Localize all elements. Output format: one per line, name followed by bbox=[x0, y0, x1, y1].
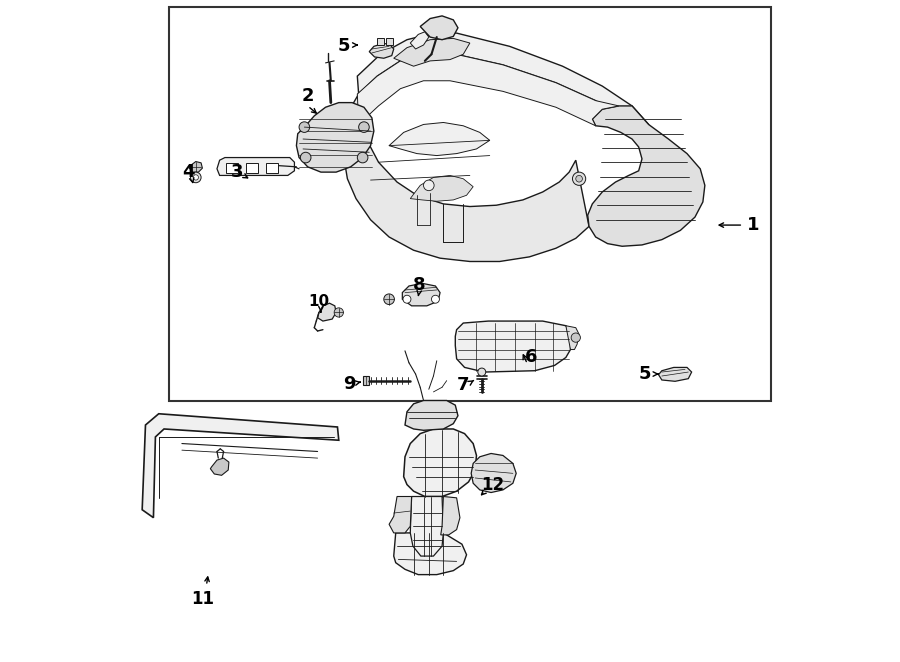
Polygon shape bbox=[217, 158, 294, 175]
Polygon shape bbox=[410, 32, 428, 49]
Polygon shape bbox=[318, 303, 336, 321]
Polygon shape bbox=[472, 453, 517, 493]
Circle shape bbox=[383, 294, 394, 305]
Text: 5: 5 bbox=[338, 37, 350, 56]
Circle shape bbox=[572, 172, 586, 185]
Bar bbox=[377, 38, 383, 45]
Polygon shape bbox=[455, 321, 571, 372]
Text: 10: 10 bbox=[309, 294, 329, 308]
Bar bbox=[363, 376, 369, 385]
Polygon shape bbox=[566, 326, 579, 350]
Polygon shape bbox=[296, 103, 374, 172]
Polygon shape bbox=[410, 175, 473, 201]
Circle shape bbox=[572, 333, 580, 342]
Polygon shape bbox=[211, 458, 229, 475]
Text: 7: 7 bbox=[457, 376, 470, 395]
Polygon shape bbox=[393, 38, 470, 66]
Polygon shape bbox=[393, 533, 466, 575]
Polygon shape bbox=[369, 44, 393, 58]
Circle shape bbox=[431, 295, 439, 303]
Text: 6: 6 bbox=[525, 348, 537, 367]
Text: 8: 8 bbox=[412, 275, 425, 294]
Circle shape bbox=[301, 152, 311, 163]
Polygon shape bbox=[404, 429, 476, 496]
Circle shape bbox=[478, 368, 486, 376]
Bar bbox=[266, 163, 278, 173]
Polygon shape bbox=[659, 367, 691, 381]
Polygon shape bbox=[405, 401, 458, 430]
Polygon shape bbox=[389, 496, 411, 533]
Circle shape bbox=[334, 308, 344, 317]
Text: 3: 3 bbox=[230, 163, 243, 181]
Polygon shape bbox=[142, 414, 338, 518]
Bar bbox=[226, 163, 239, 173]
Text: 9: 9 bbox=[343, 375, 356, 393]
Polygon shape bbox=[402, 283, 440, 306]
Polygon shape bbox=[189, 162, 202, 172]
Circle shape bbox=[576, 175, 582, 182]
Polygon shape bbox=[344, 94, 589, 261]
Text: 5: 5 bbox=[639, 365, 652, 383]
Polygon shape bbox=[588, 106, 705, 246]
Bar bbox=[246, 163, 258, 173]
Circle shape bbox=[358, 122, 369, 132]
Polygon shape bbox=[357, 53, 619, 126]
Polygon shape bbox=[389, 122, 490, 156]
Circle shape bbox=[191, 172, 201, 183]
Circle shape bbox=[424, 180, 434, 191]
Text: 12: 12 bbox=[482, 475, 505, 494]
Bar bbox=[386, 38, 393, 45]
Circle shape bbox=[194, 175, 198, 180]
Polygon shape bbox=[410, 496, 444, 556]
Text: 2: 2 bbox=[302, 87, 314, 105]
Polygon shape bbox=[357, 33, 649, 132]
Text: 4: 4 bbox=[183, 163, 194, 181]
Circle shape bbox=[403, 295, 411, 303]
Text: 11: 11 bbox=[192, 590, 214, 608]
Circle shape bbox=[299, 122, 310, 132]
Text: 1: 1 bbox=[747, 216, 760, 234]
Polygon shape bbox=[441, 496, 460, 535]
Circle shape bbox=[357, 152, 368, 163]
Bar bbox=[168, 7, 771, 401]
Polygon shape bbox=[420, 16, 458, 40]
